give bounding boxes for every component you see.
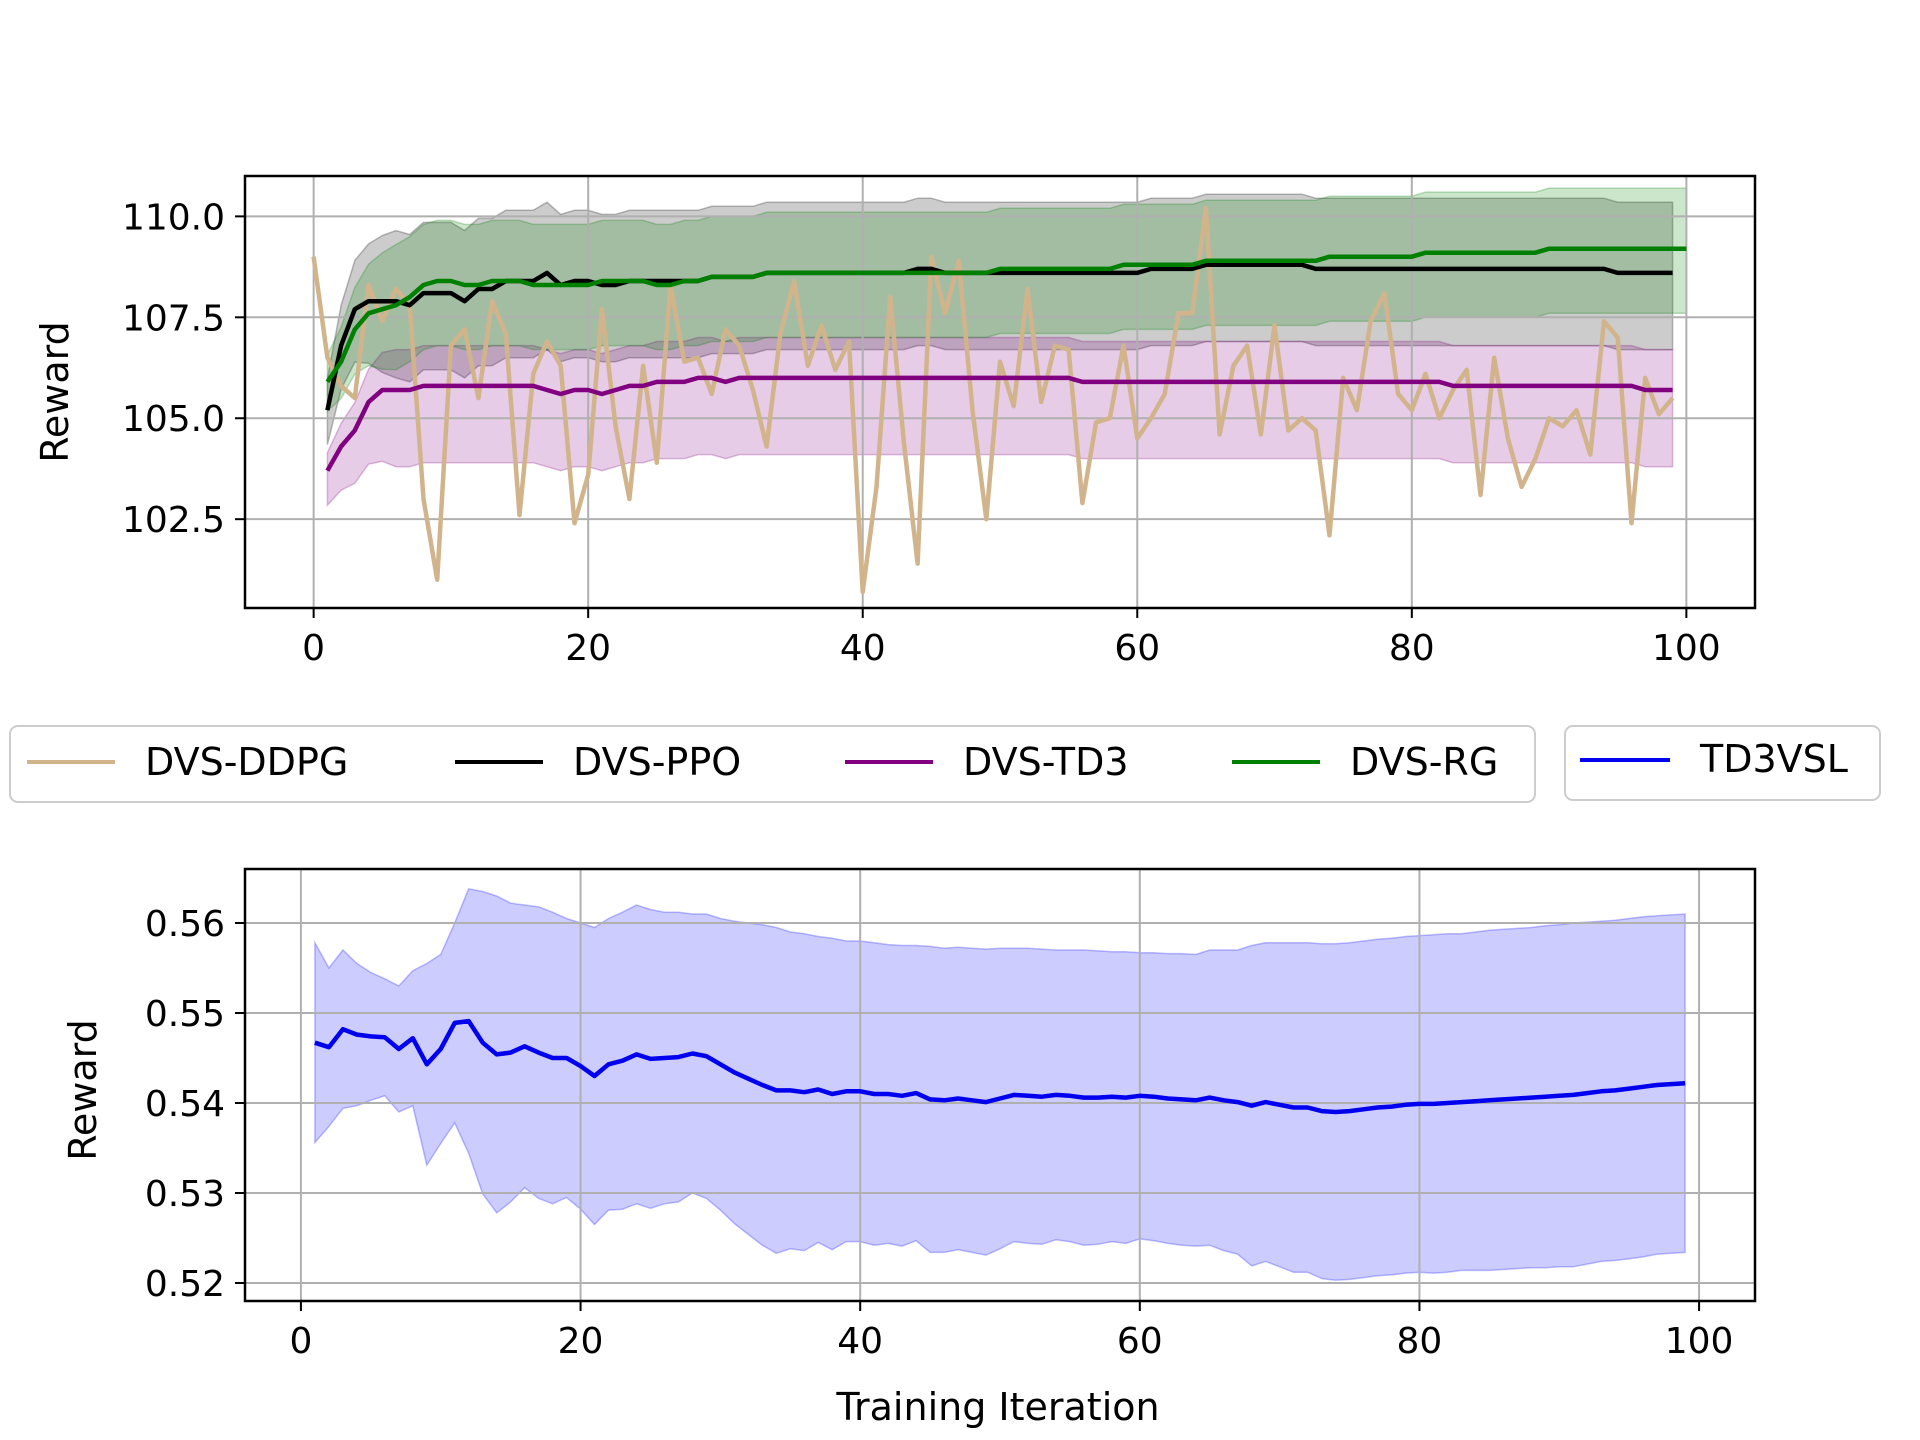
legend-label-dvs-ddpg: DVS-DDPG: [145, 740, 348, 784]
top-chart: 0 20 40 60 80 100 102.5 105.0 107.5 110.0 Reward: [33, 174, 1757, 669]
series-line-dvs-td3: [325, 375, 1673, 472]
legend-item-dvs-rg: DVS-RG: [1232, 740, 1498, 784]
bottom-y-tick-label: 0.54: [145, 1084, 225, 1125]
bottom-confidence-band: [314, 887, 1686, 1282]
bottom-series-line: [314, 1018, 1686, 1115]
bottom-ticks: 0 20 40 60 80 100 0.52 0.53 0.54 0.55 0.56: [145, 904, 1734, 1362]
top-x-tick-label: 60: [1114, 628, 1160, 669]
top-plot-frame: [243, 174, 1757, 610]
bottom-x-tick-label: 40: [837, 1321, 883, 1362]
bottom-y-tick-label: 0.52: [145, 1264, 225, 1305]
bottom-x-axis-label: Training Iteration: [835, 1385, 1159, 1429]
top-ticks: 0 20 40 60 80 100 102.5 105.0 107.5 110.0: [122, 197, 1721, 669]
top-x-tick-label: 80: [1389, 628, 1435, 669]
bottom-y-tick-label: 0.55: [145, 994, 225, 1035]
bottom-plot-frame: [243, 867, 1757, 1303]
bottom-gridlines: [245, 869, 1755, 1301]
top-y-tick-label: 102.5: [122, 500, 225, 541]
top-x-tick-label: 40: [840, 628, 886, 669]
bottom-x-tick-label: 80: [1397, 1321, 1443, 1362]
legend-frame-single: [1564, 725, 1881, 801]
top-y-tick-label: 105.0: [122, 399, 225, 440]
legend-item-td3vsl: TD3VSL: [1580, 737, 1848, 781]
top-y-axis-label: Reward: [33, 321, 77, 463]
legend-frame-group: [9, 725, 1536, 803]
legend-item-dvs-ddpg: DVS-DDPG: [27, 740, 348, 784]
top-series-lines: [311, 206, 1687, 595]
legend-label-dvs-td3: DVS-TD3: [963, 740, 1129, 784]
legend-label-dvs-ppo: DVS-PPO: [573, 740, 741, 784]
top-y-tick-label: 110.0: [122, 197, 225, 238]
legend-item-dvs-ppo: DVS-PPO: [455, 740, 741, 784]
top-x-tick-label: 20: [565, 628, 611, 669]
band-td3vsl: [314, 887, 1686, 1282]
legend-label-td3vsl: TD3VSL: [1699, 737, 1848, 781]
bottom-x-tick-label: 100: [1665, 1321, 1734, 1362]
series-line-dvs-rg: [325, 246, 1687, 384]
legend-item-dvs-td3: DVS-TD3: [845, 740, 1129, 784]
legend: DVS-DDPG DVS-PPO DVS-TD3 DVS-RG TD3VSL: [9, 725, 1881, 803]
top-x-tick-label: 100: [1652, 628, 1721, 669]
bottom-y-axis-label: Reward: [61, 1019, 105, 1161]
series-line-td3vsl: [314, 1018, 1686, 1115]
top-x-tick-label: 0: [302, 628, 325, 669]
bottom-x-tick-label: 0: [289, 1321, 312, 1362]
series-line-dvs-ddpg: [311, 206, 1675, 595]
bottom-y-tick-label: 0.53: [145, 1174, 225, 1215]
legend-label-dvs-rg: DVS-RG: [1350, 740, 1498, 784]
series-line-dvs-ppo: [325, 262, 1673, 411]
bottom-y-tick-label: 0.56: [145, 904, 225, 945]
bottom-x-tick-label: 20: [558, 1321, 604, 1362]
bottom-x-tick-label: 60: [1117, 1321, 1163, 1362]
top-y-tick-label: 107.5: [122, 298, 225, 339]
